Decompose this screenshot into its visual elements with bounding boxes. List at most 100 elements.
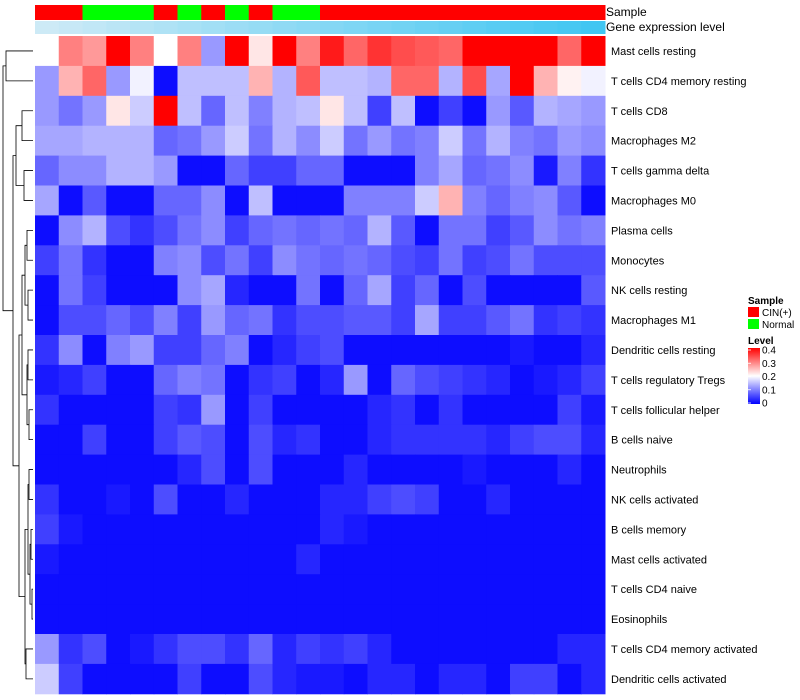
heatmap-cell <box>153 544 178 575</box>
heatmap-cell <box>343 185 368 216</box>
row-label: Dendritic cells activated <box>611 674 727 686</box>
heatmap-cell <box>153 574 178 605</box>
heatmap-cell <box>296 215 321 246</box>
heatmap-cell <box>367 335 392 366</box>
heatmap-cell <box>201 663 226 695</box>
heatmap-cell <box>581 155 606 186</box>
heatmap-cell <box>462 215 487 246</box>
row-label: T cells CD8 <box>611 106 668 118</box>
heatmap-cell <box>462 335 487 366</box>
sample-annotation-cell <box>533 5 558 20</box>
heatmap-cell <box>272 335 297 366</box>
heatmap-cell <box>130 394 155 426</box>
heatmap-cell <box>557 215 582 246</box>
heatmap-cell <box>82 544 107 575</box>
heatmap-cell <box>106 185 131 216</box>
heatmap-cell <box>391 364 416 396</box>
heatmap-cell <box>106 454 131 485</box>
heatmap-cell <box>391 663 416 695</box>
heatmap-cell <box>177 335 202 366</box>
heatmap-cell <box>438 305 463 336</box>
heatmap-cell <box>510 454 535 485</box>
heatmap-cell <box>248 364 273 396</box>
heatmap-cell <box>225 424 250 456</box>
heatmap-cell <box>272 394 297 426</box>
heatmap-cell <box>225 454 250 485</box>
heatmap-cell <box>320 574 345 605</box>
heatmap-cell <box>367 424 392 456</box>
heatmap-cell <box>557 95 582 127</box>
sample-annotation-cell <box>201 5 226 20</box>
heatmap-cell <box>486 544 511 575</box>
legend-colorbar <box>748 348 760 404</box>
heatmap-cell <box>58 604 83 635</box>
heatmap-cell <box>343 155 368 186</box>
heatmap-cell <box>272 484 297 515</box>
heatmap-cell <box>557 305 582 336</box>
heatmap-cell <box>153 305 178 336</box>
heatmap-cell <box>391 305 416 336</box>
heatmap-cell <box>225 364 250 396</box>
heatmap-cell <box>462 634 487 665</box>
heatmap-cell <box>106 65 131 97</box>
row-label: Mast cells activated <box>611 554 707 566</box>
heatmap-cell <box>320 544 345 575</box>
heatmap-cell <box>35 604 60 635</box>
dendrogram-branch <box>23 170 33 201</box>
heatmap-cell <box>106 155 131 186</box>
heatmap-cell <box>58 155 83 186</box>
heatmap-cell <box>35 155 60 186</box>
heatmap-cell <box>581 305 606 336</box>
expression-annotation-cell <box>367 21 392 34</box>
heatmap-cell <box>153 663 178 695</box>
heatmap-cell <box>533 574 558 605</box>
heatmap-cell <box>557 663 582 695</box>
heatmap-cell <box>248 424 273 456</box>
dendrogram-branch <box>24 528 28 665</box>
heatmap-cell <box>35 394 60 426</box>
row-label: T cells regulatory Tregs <box>611 375 726 387</box>
heatmap-cell <box>581 574 606 605</box>
heatmap-cell <box>438 514 463 545</box>
legend-tick-label: 0.3 <box>762 359 776 370</box>
heatmap-cell <box>106 335 131 366</box>
heatmap-cell <box>533 484 558 515</box>
heatmap-cell <box>462 604 487 635</box>
heatmap-cell <box>201 215 226 246</box>
sample-annotation-cell <box>415 5 440 20</box>
heatmap-cell <box>343 65 368 97</box>
heatmap-cell <box>225 544 250 575</box>
heatmap-cell <box>533 454 558 485</box>
heatmap-cell <box>272 364 297 396</box>
heatmap-cell <box>225 305 250 336</box>
heatmap-cell <box>557 394 582 426</box>
heatmap-cell <box>177 484 202 515</box>
expression-annotation-cell <box>106 21 131 34</box>
heatmap-cell <box>320 185 345 216</box>
heatmap-cell <box>510 65 535 97</box>
heatmap-cell <box>462 245 487 276</box>
heatmap-cell <box>343 335 368 366</box>
heatmap-cell <box>272 634 297 665</box>
expression-annotation-cell <box>130 21 155 34</box>
heatmap-cell <box>201 514 226 545</box>
heatmap-cell <box>533 65 558 97</box>
heatmap-cell <box>177 65 202 97</box>
dendrogram-branch <box>21 110 33 142</box>
heatmap-cell <box>153 634 178 665</box>
heatmap-cell <box>533 155 558 186</box>
heatmap-cell <box>438 155 463 186</box>
annotation-label-expression: Gene expression level <box>606 20 725 34</box>
row-label: Macrophages M2 <box>611 136 696 148</box>
heatmap-cell <box>415 663 440 695</box>
heatmap-cell <box>367 215 392 246</box>
heatmap-cell <box>367 36 392 67</box>
heatmap-cell <box>462 275 487 306</box>
heatmap-cell <box>533 95 558 127</box>
sample-annotation-cell <box>296 5 321 20</box>
expression-annotation-cell <box>343 21 368 34</box>
heatmap-cell <box>510 95 535 127</box>
heatmap-cell <box>510 604 535 635</box>
heatmap-cell <box>557 634 582 665</box>
heatmap-cell <box>130 634 155 665</box>
